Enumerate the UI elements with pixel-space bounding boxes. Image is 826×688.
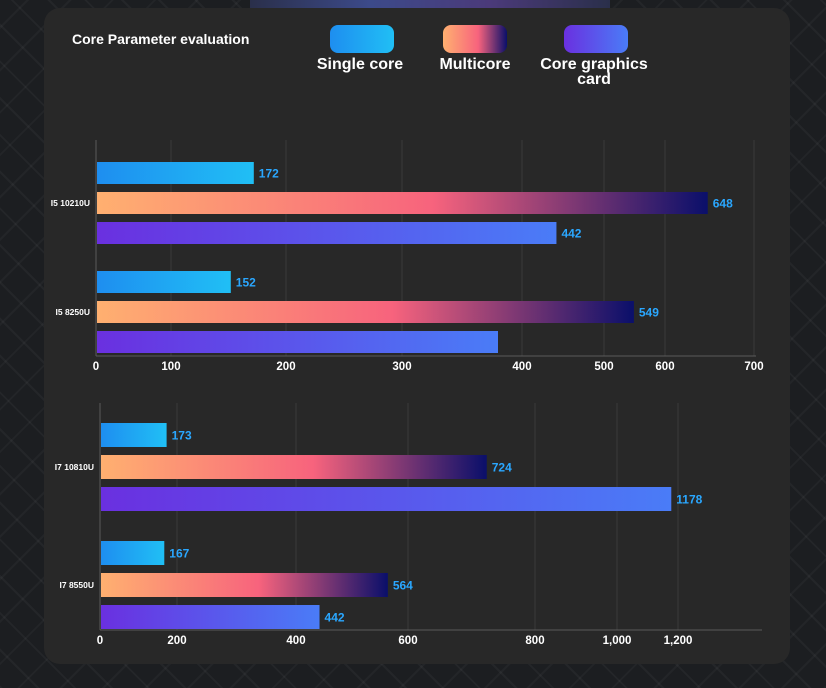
bar-i7-10810u-multicore bbox=[101, 455, 487, 479]
tick-label-1-4: 400 bbox=[512, 361, 531, 373]
tick-label-2-3: 600 bbox=[398, 635, 417, 647]
tick-label-1-5: 500 bbox=[594, 361, 613, 373]
value-label-i7-10810u-single-core: 173 bbox=[172, 429, 192, 443]
top-decoration bbox=[250, 0, 610, 8]
bar-i7-8550u-core-graphics-card bbox=[101, 605, 320, 629]
tick-label-1-0: 0 bbox=[93, 361, 99, 373]
value-label-i7-8550u-multicore: 564 bbox=[393, 579, 413, 593]
legend-swatch-core-graphics-card bbox=[564, 25, 628, 53]
tick-label-2-6: 1,200 bbox=[664, 635, 693, 647]
bar-i7-8550u-single-core bbox=[101, 541, 165, 565]
bar-i5-8250u-single-core bbox=[97, 271, 231, 293]
tick-label-2-1: 200 bbox=[167, 635, 186, 647]
tick-label-1-2: 200 bbox=[276, 361, 295, 373]
value-label-i7-8550u-single-core: 167 bbox=[169, 547, 189, 561]
bar-i5-10210u-multicore bbox=[97, 192, 708, 214]
legend-label-core-graphics-card: Core graphics card bbox=[540, 56, 648, 88]
tick-label-2-0: 0 bbox=[97, 635, 103, 647]
category-label-i5-8250u: I5 8250U bbox=[56, 307, 91, 317]
legend-label-single-core: Single core bbox=[316, 56, 404, 73]
category-label-i7-10810u: I7 10810U bbox=[55, 462, 94, 472]
value-label-i7-8550u-core-graphics-card: 442 bbox=[325, 611, 345, 625]
value-label-i5-8250u-multicore: 549 bbox=[639, 306, 659, 320]
value-label-i5-10210u-core-graphics-card: 442 bbox=[561, 227, 581, 241]
bar-i7-8550u-multicore bbox=[101, 573, 388, 597]
tick-label-1-1: 100 bbox=[161, 361, 180, 373]
tick-label-1-3: 300 bbox=[392, 361, 411, 373]
chart-title: Core Parameter evaluation bbox=[72, 31, 250, 47]
value-label-i7-10810u-multicore: 724 bbox=[492, 461, 512, 475]
tick-label-2-4: 800 bbox=[525, 635, 544, 647]
legend-swatch-multicore bbox=[443, 25, 507, 53]
category-label-i5-10210u: I5 10210U bbox=[51, 198, 90, 208]
category-label-i7-8550u: I7 8550U bbox=[60, 580, 95, 590]
value-label-i5-8250u-single-core: 152 bbox=[236, 276, 256, 290]
tick-label-1-6: 600 bbox=[655, 361, 674, 373]
bar-i5-8250u-core-graphics-card bbox=[97, 331, 498, 353]
value-label-i7-10810u-core-graphics-card: 1178 bbox=[676, 493, 702, 507]
tick-label-2-2: 400 bbox=[286, 635, 305, 647]
bar-i7-10810u-core-graphics-card bbox=[101, 487, 672, 511]
tick-label-1-7: 700 bbox=[744, 361, 763, 373]
value-label-i5-10210u-single-core: 172 bbox=[259, 167, 279, 181]
bar-i5-10210u-core-graphics-card bbox=[97, 222, 557, 244]
legend-swatch-single-core bbox=[330, 25, 394, 53]
bar-i7-10810u-single-core bbox=[101, 423, 167, 447]
legend-label-multicore: Multicore bbox=[439, 56, 511, 73]
bar-i5-8250u-multicore bbox=[97, 301, 634, 323]
value-label-i5-10210u-multicore: 648 bbox=[713, 197, 733, 211]
bar-i5-10210u-single-core bbox=[97, 162, 254, 184]
tick-label-2-5: 1,000 bbox=[603, 635, 632, 647]
